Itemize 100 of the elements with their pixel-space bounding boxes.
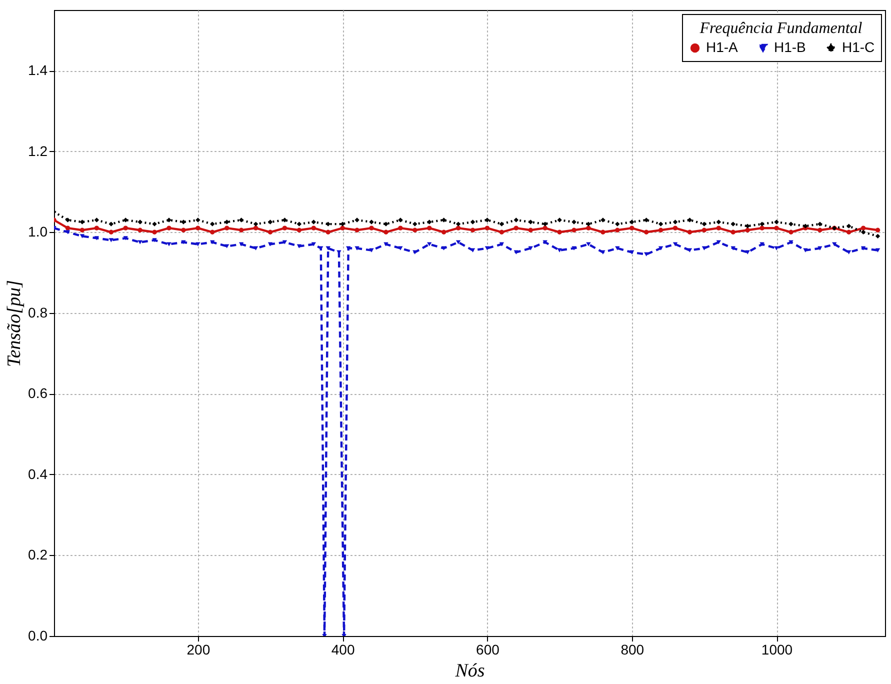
- point: [311, 220, 316, 224]
- point: [253, 222, 258, 226]
- point: [528, 228, 533, 232]
- point: [687, 230, 692, 234]
- point: [818, 222, 822, 226]
- point: [557, 230, 562, 234]
- point: [860, 230, 866, 234]
- point: [745, 228, 750, 232]
- point: [138, 220, 142, 224]
- point: [80, 228, 85, 232]
- point: [123, 218, 128, 222]
- point: [470, 228, 476, 232]
- point: [384, 230, 388, 234]
- point: [875, 228, 880, 232]
- point: [572, 228, 576, 232]
- point: [572, 220, 576, 224]
- x-axis-title: Nós: [454, 660, 485, 682]
- point: [630, 226, 634, 230]
- point: [282, 226, 288, 230]
- point: [384, 222, 388, 226]
- point: [65, 218, 70, 222]
- point: [354, 218, 360, 222]
- point: [702, 222, 707, 226]
- point: [846, 230, 852, 234]
- y-tick-label: 0.4: [28, 466, 48, 482]
- point: [702, 228, 707, 232]
- point: [398, 226, 403, 230]
- point: [210, 222, 215, 226]
- point: [760, 226, 764, 230]
- point: [166, 218, 172, 222]
- x-tick-label: 1000: [761, 642, 793, 658]
- point: [108, 230, 114, 234]
- point: [196, 226, 200, 230]
- point: [600, 230, 606, 234]
- y-tick-label: 0.6: [28, 385, 48, 402]
- point: [354, 228, 360, 232]
- point: [166, 226, 172, 230]
- y-tick-label: 0.8: [28, 304, 48, 320]
- point: [542, 226, 548, 230]
- point: [296, 228, 302, 232]
- point: [427, 226, 432, 230]
- legend-label: H1-C: [842, 39, 875, 55]
- x-tick-label: 200: [186, 642, 210, 658]
- point: [340, 222, 345, 226]
- point: [224, 226, 230, 230]
- point: [760, 222, 764, 226]
- point: [586, 226, 591, 230]
- point: [326, 230, 330, 234]
- point: [860, 226, 866, 230]
- y-tick-label: 1.4: [28, 62, 48, 78]
- point: [716, 220, 721, 224]
- point: [499, 222, 504, 226]
- point: [398, 218, 403, 222]
- point: [846, 224, 852, 228]
- point: [412, 222, 418, 226]
- point: [875, 234, 880, 239]
- point: [268, 220, 273, 224]
- point: [456, 222, 461, 226]
- point: [514, 218, 518, 222]
- point: [788, 230, 794, 234]
- point: [427, 220, 432, 224]
- point: [196, 218, 200, 222]
- point: [644, 230, 649, 234]
- x-tick-label: 800: [620, 642, 644, 658]
- point: [152, 230, 157, 234]
- y-tick-label: 0.2: [28, 546, 48, 563]
- point: [326, 222, 330, 226]
- point: [456, 226, 461, 230]
- point: [672, 220, 678, 224]
- y-tick-label: 1.0: [28, 224, 48, 240]
- point: [514, 226, 518, 230]
- point: [210, 230, 215, 234]
- point: [340, 226, 345, 230]
- point: [542, 222, 548, 226]
- legend-label: H1-B: [774, 39, 806, 55]
- y-tick-label: 1.2: [28, 142, 48, 159]
- point: [716, 226, 721, 230]
- point: [630, 220, 634, 224]
- x-tick-label: 400: [331, 642, 355, 658]
- point: [369, 220, 374, 224]
- legend-label: H1-A: [706, 39, 739, 55]
- point: [658, 222, 664, 226]
- point: [788, 222, 794, 226]
- point: [65, 226, 70, 230]
- point: [615, 222, 620, 226]
- point: [615, 228, 620, 232]
- point: [730, 230, 736, 234]
- point: [412, 228, 418, 232]
- point: [484, 226, 490, 230]
- point: [94, 226, 100, 230]
- point: [108, 222, 114, 226]
- point: [224, 220, 230, 224]
- point: [600, 218, 606, 222]
- point: [238, 228, 244, 232]
- point: [138, 228, 142, 232]
- point: [181, 228, 186, 232]
- point: [672, 226, 678, 230]
- point: [745, 224, 750, 228]
- point: [499, 230, 504, 234]
- point: [441, 230, 446, 234]
